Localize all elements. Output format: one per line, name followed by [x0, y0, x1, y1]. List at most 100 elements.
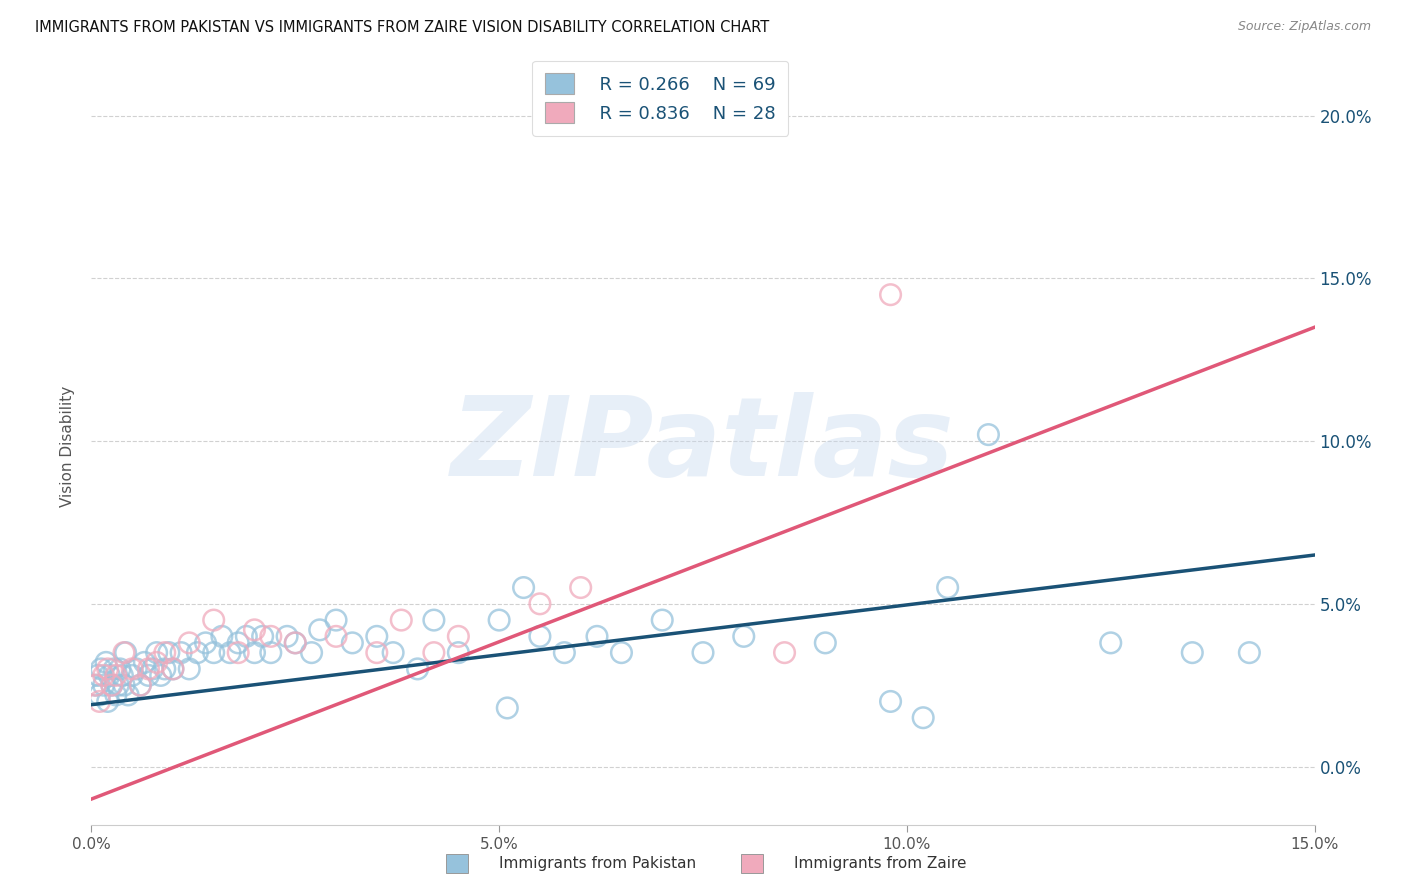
Point: [284, 636, 307, 650]
Point: [117, 688, 139, 702]
Point: [112, 646, 135, 660]
Bar: [446, 854, 468, 873]
Point: [153, 662, 176, 676]
Text: ZIPatlas: ZIPatlas: [451, 392, 955, 500]
Point: [112, 678, 135, 692]
Point: [553, 646, 575, 660]
Point: [129, 678, 152, 692]
Point: [243, 646, 266, 660]
Point: [325, 613, 347, 627]
Point: [111, 668, 134, 682]
Point: [226, 646, 249, 660]
Point: [569, 581, 592, 595]
Point: [243, 623, 266, 637]
Text: IMMIGRANTS FROM PAKISTAN VS IMMIGRANTS FROM ZAIRE VISION DISABILITY CORRELATION : IMMIGRANTS FROM PAKISTAN VS IMMIGRANTS F…: [35, 20, 769, 35]
Point: [733, 629, 755, 643]
Point: [773, 646, 796, 660]
Point: [447, 646, 470, 660]
Point: [1099, 636, 1122, 650]
Point: [138, 662, 160, 676]
Point: [202, 613, 225, 627]
Point: [149, 668, 172, 682]
Point: [103, 662, 125, 676]
Point: [84, 678, 107, 692]
Point: [114, 646, 136, 660]
Point: [84, 678, 107, 692]
Point: [447, 629, 470, 643]
Point: [252, 629, 274, 643]
Point: [382, 646, 405, 660]
Point: [276, 629, 298, 643]
Point: [98, 668, 121, 682]
Text: Immigrants from Pakistan: Immigrants from Pakistan: [499, 856, 696, 871]
Point: [977, 427, 1000, 442]
Point: [90, 662, 112, 676]
Point: [89, 688, 111, 702]
Point: [101, 678, 124, 692]
Point: [586, 629, 609, 643]
Point: [129, 678, 152, 692]
Point: [496, 701, 519, 715]
Point: [101, 678, 124, 692]
Point: [814, 636, 837, 650]
Point: [912, 711, 935, 725]
Point: [512, 581, 534, 595]
Point: [202, 646, 225, 660]
Point: [936, 581, 959, 595]
Point: [145, 646, 167, 660]
Point: [134, 656, 156, 670]
Text: Source: ZipAtlas.com: Source: ZipAtlas.com: [1237, 20, 1371, 33]
Point: [170, 646, 193, 660]
Point: [104, 688, 127, 702]
Point: [179, 662, 201, 676]
Point: [125, 662, 148, 676]
Point: [406, 662, 429, 676]
Text: Immigrants from Zaire: Immigrants from Zaire: [794, 856, 967, 871]
Point: [153, 646, 176, 660]
Point: [879, 287, 901, 301]
Point: [529, 597, 551, 611]
Point: [1181, 646, 1204, 660]
Point: [235, 629, 257, 643]
Point: [610, 646, 633, 660]
Point: [366, 646, 388, 660]
Point: [162, 662, 184, 676]
Point: [651, 613, 673, 627]
Point: [325, 629, 347, 643]
Point: [284, 636, 307, 650]
Point: [108, 662, 131, 676]
Point: [488, 613, 510, 627]
Point: [87, 668, 110, 682]
Point: [219, 646, 242, 660]
Point: [93, 678, 115, 692]
Point: [308, 623, 330, 637]
Point: [879, 694, 901, 708]
Legend:   R = 0.266    N = 69,   R = 0.836    N = 28: R = 0.266 N = 69, R = 0.836 N = 28: [531, 61, 789, 136]
Point: [121, 662, 143, 676]
Point: [186, 646, 208, 660]
Bar: [741, 854, 763, 873]
Point: [389, 613, 412, 627]
Point: [162, 662, 184, 676]
Point: [301, 646, 323, 660]
Point: [145, 656, 167, 670]
Point: [529, 629, 551, 643]
Point: [97, 662, 120, 676]
Point: [226, 636, 249, 650]
Point: [692, 646, 714, 660]
Point: [423, 613, 446, 627]
Point: [179, 636, 201, 650]
Point: [93, 668, 115, 682]
Point: [107, 678, 129, 692]
Point: [104, 668, 127, 682]
Point: [121, 668, 143, 682]
Point: [260, 646, 283, 660]
Point: [260, 629, 283, 643]
Point: [97, 694, 120, 708]
Point: [94, 656, 117, 670]
Point: [1239, 646, 1261, 660]
Point: [211, 629, 233, 643]
Point: [157, 646, 180, 660]
Point: [141, 662, 163, 676]
Point: [366, 629, 388, 643]
